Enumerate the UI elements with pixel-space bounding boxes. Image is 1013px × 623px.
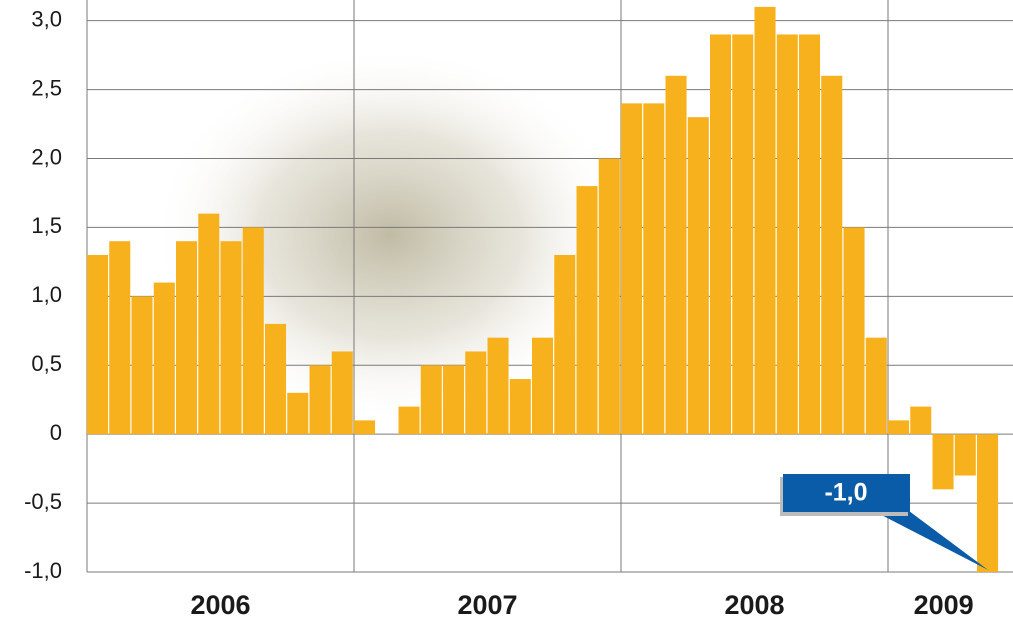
bar (777, 34, 798, 434)
bar (421, 365, 442, 434)
year-label: 2007 (457, 590, 517, 620)
bar (109, 241, 130, 434)
bar (510, 379, 531, 434)
y-tick-label: 1,5 (31, 213, 62, 238)
bar (599, 159, 620, 435)
bar (176, 241, 197, 434)
bar (287, 393, 308, 434)
y-tick-label: 0 (50, 420, 62, 445)
bar (799, 34, 820, 434)
bar (933, 434, 954, 489)
year-label: 2009 (914, 590, 974, 620)
bar (821, 76, 842, 434)
y-tick-label: 1,0 (31, 282, 62, 307)
bar (132, 296, 153, 434)
bar (554, 255, 575, 434)
y-tick-label: 0,5 (31, 351, 62, 376)
callout-pointer (868, 508, 988, 570)
bar (977, 434, 998, 572)
bar (488, 338, 509, 434)
year-label: 2008 (724, 590, 784, 620)
bar (154, 283, 175, 435)
bar (844, 227, 865, 434)
bar (354, 420, 375, 434)
bar (198, 214, 219, 435)
bar (87, 255, 108, 434)
bar (755, 7, 776, 434)
bar (265, 324, 286, 434)
bar (866, 338, 887, 434)
year-label: 2006 (190, 590, 250, 620)
bar (688, 117, 709, 434)
bar (710, 34, 731, 434)
callout-label: -1,0 (824, 479, 867, 507)
y-tick-label: -0,5 (24, 489, 62, 514)
bar (532, 338, 553, 434)
y-tick-label: 2,5 (31, 75, 62, 100)
y-tick-label: 3,0 (31, 6, 62, 31)
bar (577, 186, 598, 434)
bar (888, 420, 909, 434)
bar (332, 351, 353, 434)
bar (666, 76, 687, 434)
bar (310, 365, 331, 434)
bar (910, 407, 931, 435)
bar (443, 365, 464, 434)
chart: -1,0 -0,5 0 0,5 1,0 1,5 2,0 2,5 3,0 2006 2007 2008 2… (0, 0, 1013, 623)
bar (399, 407, 420, 435)
bar (643, 103, 664, 434)
y-tick-label: -1,0 (24, 558, 62, 583)
y-tick-label: 2,0 (31, 144, 62, 169)
bar (955, 434, 976, 475)
bar (465, 351, 486, 434)
bar (732, 34, 753, 434)
bar (221, 241, 242, 434)
bar (243, 227, 264, 434)
bar (621, 103, 642, 434)
